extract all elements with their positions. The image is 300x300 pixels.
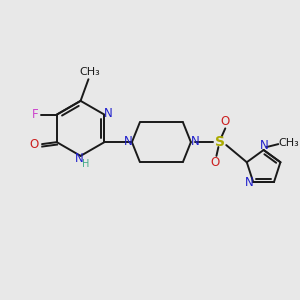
Text: N: N xyxy=(75,152,84,165)
Text: O: O xyxy=(221,115,230,128)
Text: N: N xyxy=(245,176,254,190)
Text: N: N xyxy=(104,107,113,120)
Text: O: O xyxy=(29,138,39,151)
Text: CH₃: CH₃ xyxy=(79,68,100,77)
Text: F: F xyxy=(32,108,38,121)
Text: S: S xyxy=(215,135,225,149)
Text: N: N xyxy=(190,135,199,148)
Text: CH₃: CH₃ xyxy=(279,138,299,148)
Text: N: N xyxy=(260,139,269,152)
Text: H: H xyxy=(82,159,89,169)
Text: O: O xyxy=(211,156,220,169)
Text: N: N xyxy=(124,135,132,148)
